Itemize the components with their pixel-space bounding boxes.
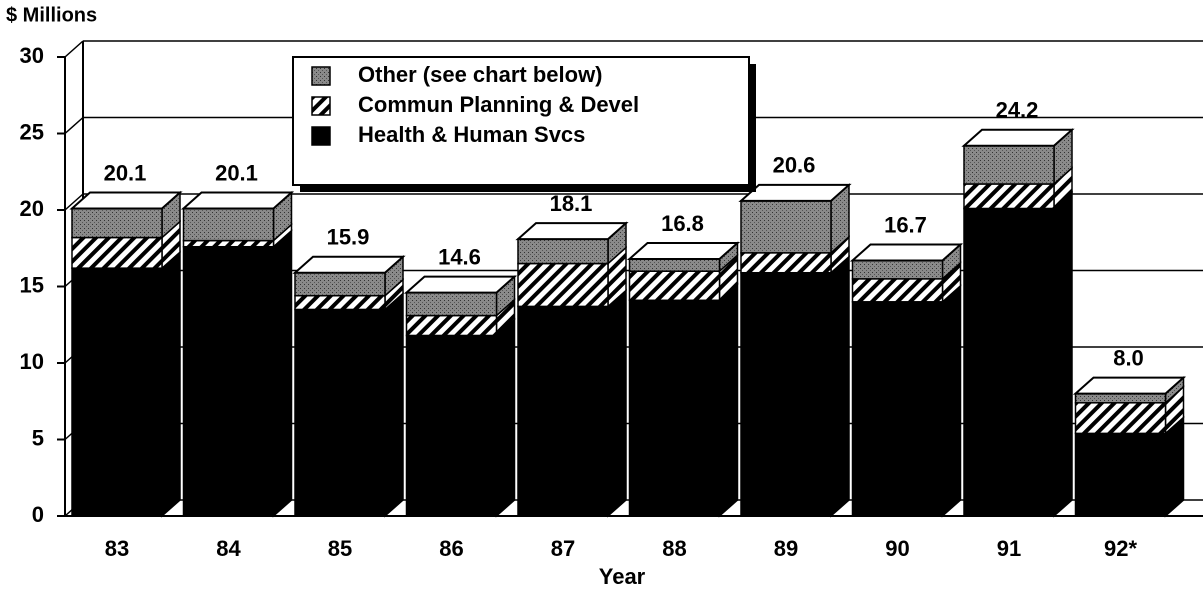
total-label: 18.1 — [550, 191, 593, 216]
y-axis-label: $ Millions — [6, 4, 97, 26]
bar-segment — [71, 207, 163, 239]
y-tick-label: 5 — [32, 425, 44, 450]
bar-segment — [517, 305, 609, 517]
bar-segment — [851, 301, 944, 517]
grid-depth — [64, 116, 84, 135]
bar-top — [403, 275, 518, 294]
bar-top — [849, 243, 964, 262]
bar-side — [1164, 415, 1185, 518]
bar-segment — [628, 258, 721, 272]
bar-segment — [963, 144, 1055, 185]
bar-segment — [740, 200, 832, 254]
legend-swatch — [311, 126, 331, 146]
bar-side — [384, 291, 404, 518]
total-label: 20.1 — [215, 160, 258, 185]
bar-segment — [1074, 402, 1167, 435]
bar-segment — [1074, 432, 1167, 517]
x-tick-label: 87 — [551, 536, 575, 561]
bar-side — [607, 288, 627, 518]
total-label: 20.1 — [104, 160, 147, 185]
bar-segment — [851, 278, 944, 303]
bar-side — [1053, 190, 1073, 518]
bar-segment — [1074, 392, 1167, 404]
total-label: 16.8 — [661, 211, 704, 236]
bar-segment — [294, 308, 386, 517]
x-tick-label: 85 — [328, 536, 352, 561]
legend-label: Commun Planning & Devel — [358, 92, 639, 117]
legend-swatch — [311, 66, 331, 86]
bar-segment — [517, 238, 609, 265]
bar-segment — [963, 207, 1055, 517]
bar-segment — [405, 334, 498, 517]
bar-segment — [628, 270, 721, 302]
bar-segment — [963, 183, 1055, 210]
bar-segment — [294, 294, 386, 311]
y-tick-label: 15 — [20, 272, 44, 297]
grid-depth — [64, 40, 84, 58]
legend-label: Health & Human Svcs — [358, 122, 585, 147]
bar-side — [941, 284, 962, 518]
bar-top — [180, 191, 295, 210]
bar-segment — [71, 236, 163, 269]
bar-side — [161, 250, 181, 518]
bar-top — [961, 128, 1075, 147]
plot-area: 0 5 10 15 20 25 30 20.1 83 20.1 84 15.9 85 14.6 86 18.1… — [20, 40, 1203, 561]
bar-side — [272, 229, 293, 518]
bar-top — [738, 183, 852, 202]
bar-segment — [740, 271, 832, 517]
bar-segment — [182, 207, 275, 242]
x-axis-label: Year — [599, 564, 646, 589]
total-label: 24.2 — [996, 98, 1039, 123]
bar-top — [626, 241, 741, 260]
total-label: 8.0 — [1113, 345, 1144, 370]
x-tick-label: 86 — [439, 536, 463, 561]
bar-top — [69, 191, 183, 210]
bar-segment — [71, 267, 163, 517]
bar-segment — [628, 299, 721, 517]
x-tick-label: 92* — [1104, 536, 1137, 561]
legend-swatch — [311, 96, 331, 116]
x-tick-label: 90 — [885, 536, 909, 561]
legend-label: Other (see chart below) — [358, 62, 603, 87]
total-label: 16.7 — [884, 212, 927, 237]
bar-segment — [294, 271, 386, 297]
bar-segment — [405, 291, 498, 317]
bar-side — [495, 317, 516, 518]
bar-segment — [851, 259, 944, 280]
y-tick-label: 30 — [20, 43, 44, 68]
y-tick-label: 25 — [20, 119, 44, 144]
total-label: 20.6 — [773, 153, 816, 178]
bar-top — [1072, 376, 1187, 395]
bar-side — [718, 282, 739, 518]
legend-box — [292, 56, 750, 186]
x-tick-label: 88 — [662, 536, 686, 561]
y-tick-label: 10 — [20, 349, 44, 374]
legend: Other (see chart below) Commun Planning &… — [292, 56, 756, 192]
y-tick-label: 0 — [32, 502, 44, 527]
total-label: 14.6 — [438, 244, 481, 269]
x-tick-label: 84 — [216, 536, 241, 561]
x-tick-label: 83 — [105, 536, 129, 561]
x-tick-label: 89 — [774, 536, 798, 561]
grid-depth — [64, 193, 84, 211]
bar-segment — [182, 245, 275, 517]
bar-segment — [405, 314, 498, 337]
x-tick-label: 91 — [997, 536, 1021, 561]
bar-top — [515, 222, 629, 241]
y-tick-label: 20 — [20, 196, 44, 221]
bar-segment — [182, 239, 275, 248]
bar-segment — [740, 252, 832, 274]
total-label: 15.9 — [327, 225, 370, 250]
bar-segment — [517, 262, 609, 308]
bar-side — [830, 255, 850, 518]
bar-top — [292, 255, 406, 274]
